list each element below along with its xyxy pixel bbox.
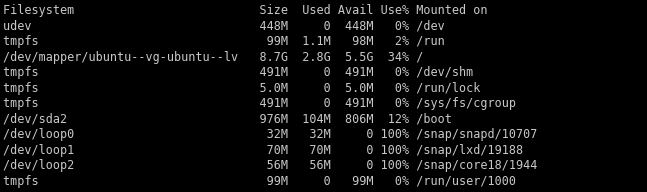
Text: tmpfs                                99M     0   99M   0% /run/user/1000: tmpfs 99M 0 99M 0% /run/user/1000 bbox=[3, 175, 516, 188]
Text: /dev/loop2                           56M   56M     0 100% /snap/core18/1944: /dev/loop2 56M 56M 0 100% /snap/core18/1… bbox=[3, 159, 538, 172]
Text: tmpfs                               491M     0  491M   0% /sys/fs/cgroup: tmpfs 491M 0 491M 0% /sys/fs/cgroup bbox=[3, 97, 516, 110]
Text: /dev/sda2                           976M  104M  806M  12% /boot: /dev/sda2 976M 104M 806M 12% /boot bbox=[3, 113, 452, 126]
Text: /dev/loop1                           70M   70M     0 100% /snap/lxd/19188: /dev/loop1 70M 70M 0 100% /snap/lxd/1918… bbox=[3, 144, 523, 157]
Text: Filesystem                          Size  Used Avail Use% Mounted on: Filesystem Size Used Avail Use% Mounted … bbox=[3, 4, 487, 17]
Text: tmpfs                                99M  1.1M   98M   2% /run: tmpfs 99M 1.1M 98M 2% /run bbox=[3, 35, 444, 48]
Text: /dev/mapper/ubuntu--vg-ubuntu--lv   8.7G  2.8G  5.5G  34% /: /dev/mapper/ubuntu--vg-ubuntu--lv 8.7G 2… bbox=[3, 51, 423, 64]
Text: tmpfs                               491M     0  491M   0% /dev/shm: tmpfs 491M 0 491M 0% /dev/shm bbox=[3, 66, 473, 79]
Text: tmpfs                               5.0M     0  5.0M   0% /run/lock: tmpfs 5.0M 0 5.0M 0% /run/lock bbox=[3, 82, 480, 95]
Text: udev                                448M     0  448M   0% /dev: udev 448M 0 448M 0% /dev bbox=[3, 20, 444, 33]
Text: /dev/loop0                           32M   32M     0 100% /snap/snapd/10707: /dev/loop0 32M 32M 0 100% /snap/snapd/10… bbox=[3, 128, 538, 141]
